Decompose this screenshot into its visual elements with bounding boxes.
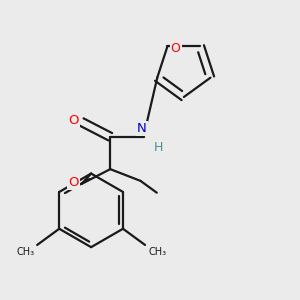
Text: N: N	[137, 122, 147, 135]
Text: O: O	[68, 176, 79, 189]
Text: CH₃: CH₃	[16, 247, 34, 257]
Text: H: H	[154, 141, 164, 154]
Text: O: O	[68, 114, 79, 127]
Text: CH₃: CH₃	[148, 247, 166, 257]
Text: O: O	[171, 42, 181, 55]
